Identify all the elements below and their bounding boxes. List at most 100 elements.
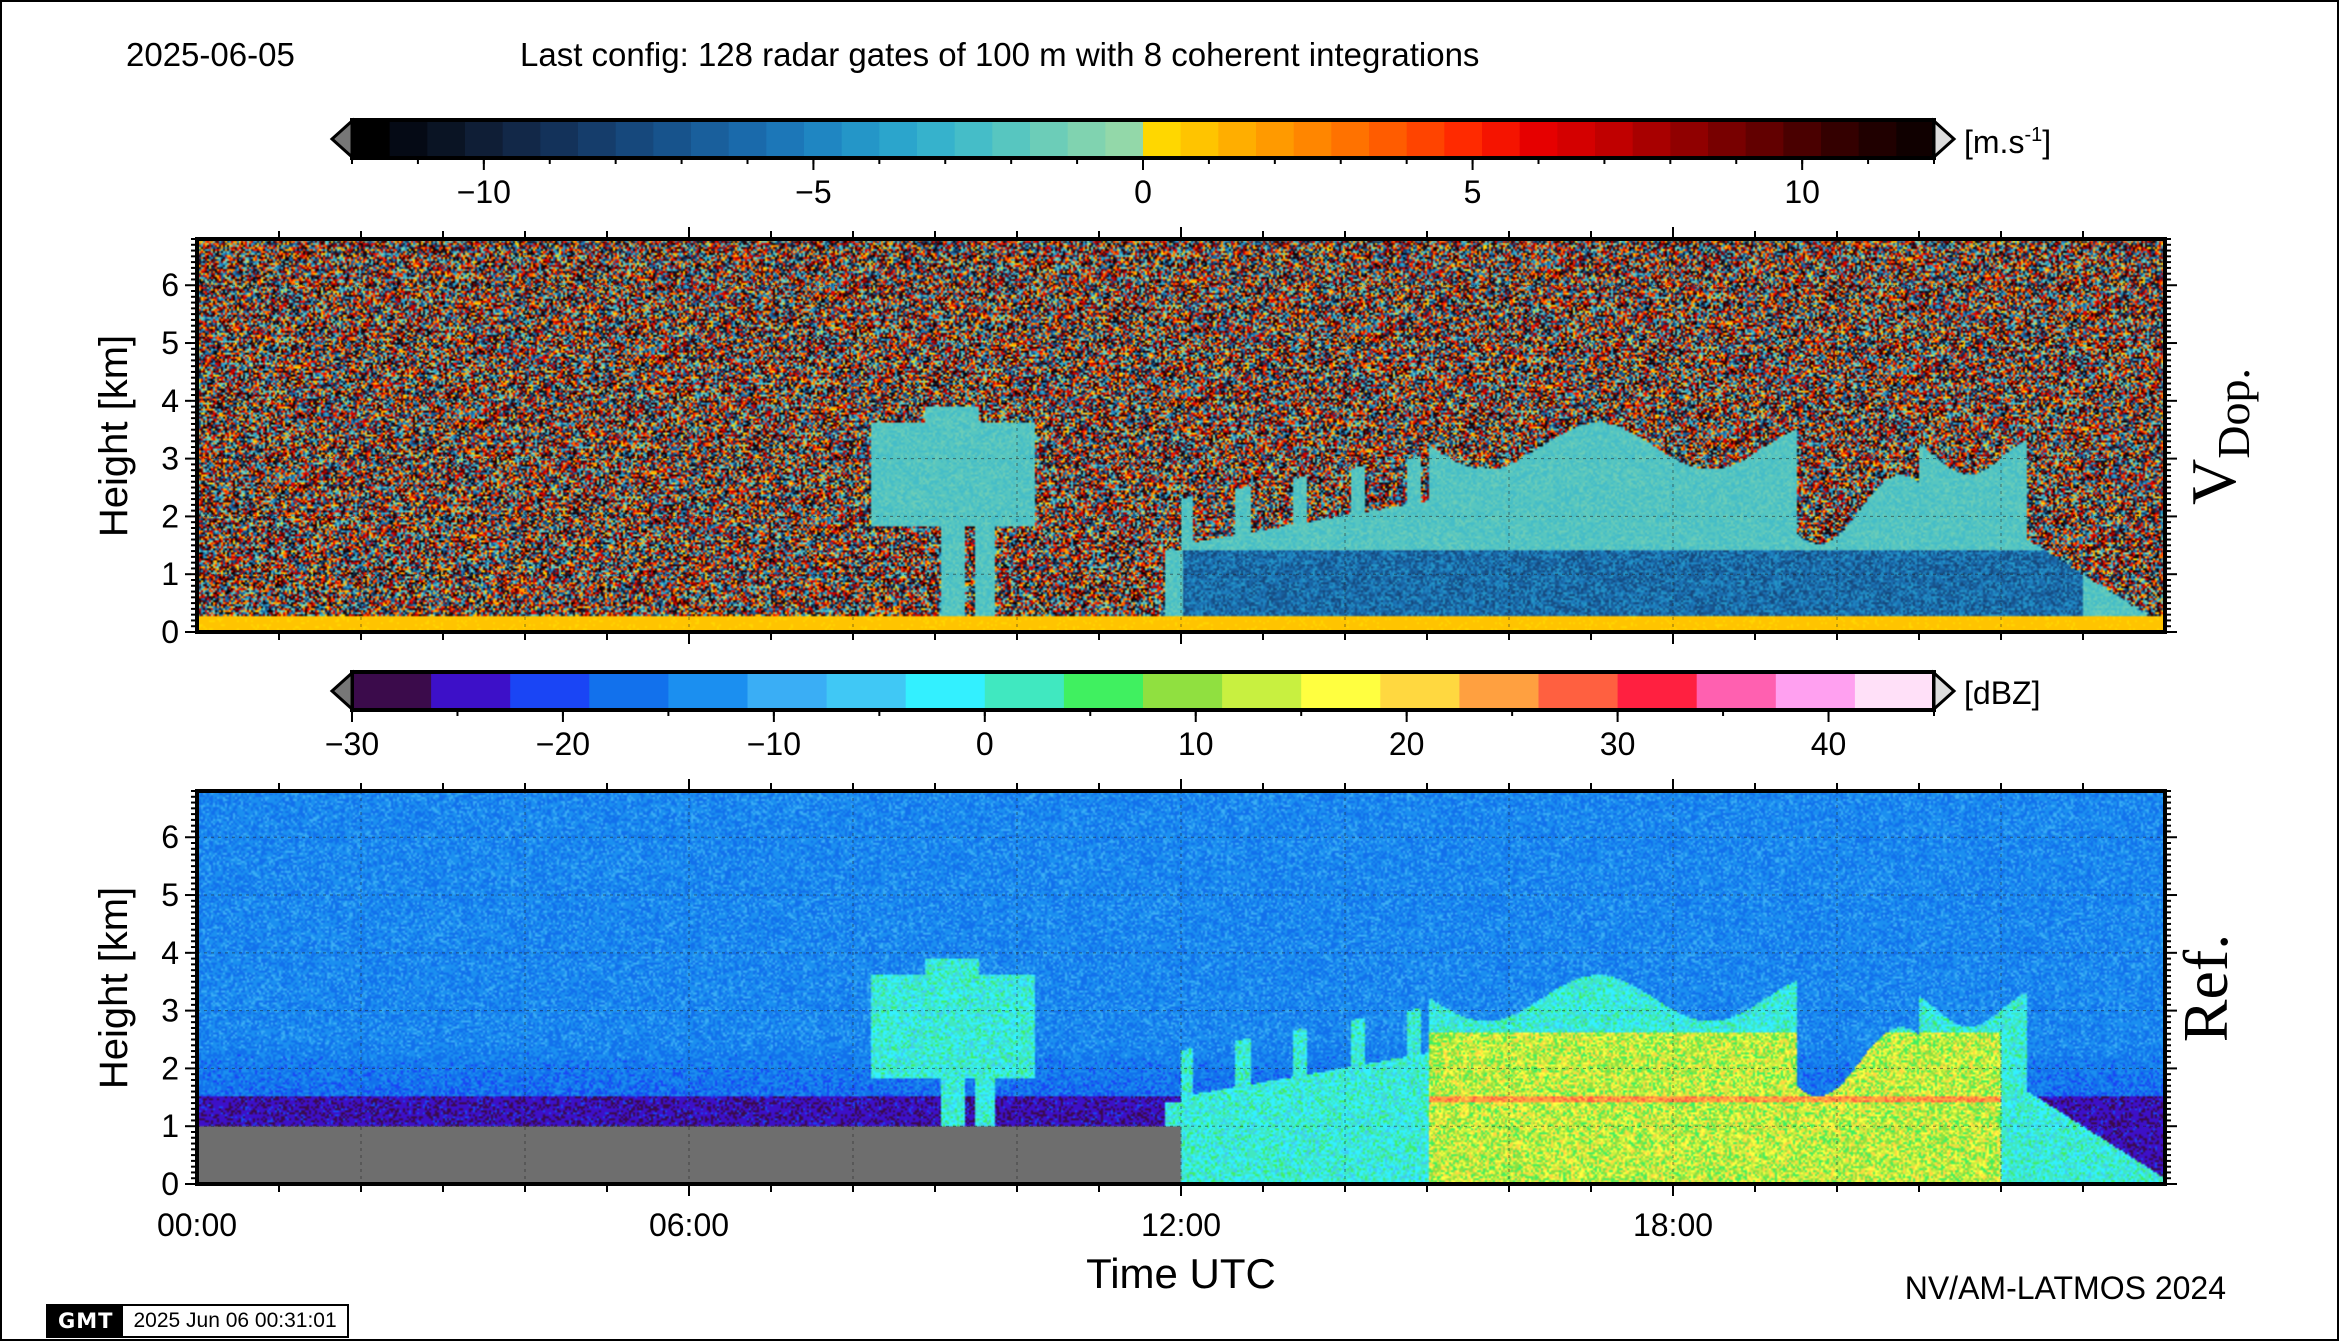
vdop-colorbar-tick-label: 10 bbox=[1784, 174, 1820, 210]
vdop-colorbar-cell bbox=[1482, 120, 1521, 158]
ref-colorbar: −30 −20 −10 0 10 20 30 40 [dBZ] bbox=[325, 669, 2040, 762]
vdop-colorbar-cell bbox=[1030, 120, 1069, 158]
vdop-colorbar-cell bbox=[1858, 120, 1898, 158]
vdop-axes: 0 1 2 3 4 5 6 Height [km] VDop. bbox=[92, 227, 2259, 650]
ref-colorbar-cell bbox=[1696, 672, 1777, 710]
vdop-colorbar-cell bbox=[728, 120, 768, 158]
ref-colorbar-tick-label: 40 bbox=[1811, 726, 1847, 762]
ref-colorbar-cell bbox=[589, 672, 670, 710]
vdop-colorbar-tick-label: 0 bbox=[1134, 174, 1152, 210]
ref-colorbar-cell bbox=[905, 672, 986, 710]
ref-colorbar-tick-label: 30 bbox=[1600, 726, 1636, 762]
vdop-colorbar-cell bbox=[465, 120, 504, 158]
vdop-colorbar-cell bbox=[389, 120, 429, 158]
gmt-timestamp-box: GMT 2025 Jun 06 00:31:01 bbox=[46, 1304, 349, 1338]
vdop-colorbar-cell bbox=[804, 120, 843, 158]
ref-y-tick-label: 1 bbox=[161, 1108, 179, 1144]
ref-colorbar-tick-label: −10 bbox=[747, 726, 801, 762]
vdop-colorbar-cell bbox=[427, 120, 466, 158]
ref-colorbar-cell bbox=[510, 672, 591, 710]
vdop-colorbar-cell bbox=[1557, 120, 1596, 158]
ref-colorbar-cell bbox=[1301, 672, 1382, 710]
vdop-colorbar-unit: [m.s-1] bbox=[1964, 124, 2051, 160]
vdop-colorbar-cell bbox=[691, 120, 730, 158]
vdop-colorbar-low-arrow bbox=[329, 117, 354, 161]
ref-colorbar-cell bbox=[1617, 672, 1698, 710]
ref-colorbar-unit: [dBZ] bbox=[1964, 675, 2040, 711]
vdop-colorbar-cell bbox=[352, 120, 391, 158]
ref-y-tick-label: 6 bbox=[161, 819, 179, 855]
ref-colorbar-cell bbox=[1143, 672, 1223, 710]
vdop-y-tick-label: 1 bbox=[161, 556, 179, 592]
vdop-colorbar-cell bbox=[1595, 120, 1634, 158]
ref-colorbar-cell bbox=[1459, 672, 1540, 710]
vdop-y-tick-label: 3 bbox=[161, 441, 179, 477]
ref-colorbar-cell bbox=[747, 672, 828, 710]
vdop-y-tick-label: 5 bbox=[161, 325, 179, 361]
ref-x-tick-label: 06:00 bbox=[649, 1207, 729, 1243]
vdop-colorbar-cell bbox=[1180, 120, 1220, 158]
vdop-colorbar-cell bbox=[917, 120, 956, 158]
ref-axes: 0 1 2 3 4 5 6 00:00 06:00 12:00 18:00 Height [km]… bbox=[92, 779, 2241, 1297]
ref-y-axis-label: Height [km] bbox=[92, 887, 136, 1089]
vdop-colorbar-cell bbox=[841, 120, 881, 158]
vdop-colorbar-cell bbox=[1708, 120, 1747, 158]
ref-colorbar-cell bbox=[1222, 672, 1302, 710]
date-label: 2025-06-05 bbox=[126, 36, 295, 73]
ref-colorbar-cell bbox=[431, 672, 511, 710]
ref-colorbar-tick-label: −30 bbox=[325, 726, 379, 762]
vdop-colorbar-cell bbox=[540, 120, 579, 158]
vdop-colorbar-cell bbox=[653, 120, 692, 158]
vdop-colorbar-cell bbox=[954, 120, 994, 158]
ref-colorbar-low-arrow bbox=[329, 669, 354, 713]
gmt-timestamp: 2025 Jun 06 00:31:01 bbox=[123, 1306, 347, 1336]
ref-colorbar-tick-label: −20 bbox=[536, 726, 590, 762]
ref-colorbar-cell bbox=[352, 672, 432, 710]
ref-colorbar-cell bbox=[984, 672, 1065, 710]
ref-x-tick-label: 12:00 bbox=[1141, 1207, 1221, 1243]
vdop-y-axis-label: Height [km] bbox=[92, 335, 136, 537]
vdop-y-tick-label: 2 bbox=[161, 498, 179, 534]
vdop-colorbar-cell bbox=[1218, 120, 1257, 158]
vdop-colorbar-cell bbox=[1067, 120, 1107, 158]
vdop-colorbar-cell bbox=[1331, 120, 1370, 158]
vdop-colorbar-tick-label: 5 bbox=[1464, 174, 1482, 210]
vdop-colorbar-cell bbox=[1745, 120, 1785, 158]
vdop-colorbar: −10 −5 0 5 10 [m.s-1] bbox=[329, 117, 2051, 210]
vdop-colorbar-cell bbox=[879, 120, 918, 158]
vdop-colorbar-cell bbox=[1444, 120, 1483, 158]
credit-label: NV/AM-LATMOS 2024 bbox=[1904, 1270, 2226, 1306]
ref-y-tick-label: 0 bbox=[161, 1166, 179, 1202]
vdop-colorbar-cell bbox=[502, 120, 542, 158]
vdop-colorbar-cell bbox=[1670, 120, 1709, 158]
vdop-y-tick-label: 6 bbox=[161, 267, 179, 303]
vdop-colorbar-tick-label: −5 bbox=[795, 174, 831, 210]
x-axis-label: Time UTC bbox=[1086, 1250, 1276, 1297]
vdop-colorbar-cell bbox=[615, 120, 655, 158]
ref-colorbar-tick-label: 10 bbox=[1178, 726, 1214, 762]
vdop-panel-label: VDop. bbox=[2178, 368, 2259, 505]
vdop-colorbar-tick-label: −10 bbox=[457, 174, 511, 210]
ref-colorbar-tick-label: 20 bbox=[1389, 726, 1425, 762]
gmt-logo: GMT bbox=[48, 1306, 124, 1336]
vdop-colorbar-cell bbox=[1406, 120, 1446, 158]
vdop-colorbar-cell bbox=[1293, 120, 1333, 158]
vdop-colorbar-cell bbox=[1632, 120, 1672, 158]
ref-y-tick-label: 5 bbox=[161, 877, 179, 913]
ref-y-tick-label: 2 bbox=[161, 1050, 179, 1086]
vdop-colorbar-cell bbox=[766, 120, 805, 158]
vdop-colorbar-cell bbox=[1369, 120, 1408, 158]
ref-colorbar-cell bbox=[826, 672, 907, 710]
vdop-y-tick-label: 4 bbox=[161, 383, 179, 419]
vdop-colorbar-cell bbox=[1821, 120, 1860, 158]
ref-colorbar-cell bbox=[668, 672, 749, 710]
ref-x-tick-label: 18:00 bbox=[1633, 1207, 1713, 1243]
svg-text:VDop.: VDop. bbox=[2178, 368, 2259, 505]
ref-panel-label: Ref. bbox=[2170, 934, 2241, 1042]
ref-colorbar-tick-label: 0 bbox=[976, 726, 994, 762]
ref-colorbar-cell bbox=[1775, 672, 1856, 710]
vdop-colorbar-cell bbox=[1105, 120, 1144, 158]
ref-x-tick-label: 00:00 bbox=[157, 1207, 237, 1243]
